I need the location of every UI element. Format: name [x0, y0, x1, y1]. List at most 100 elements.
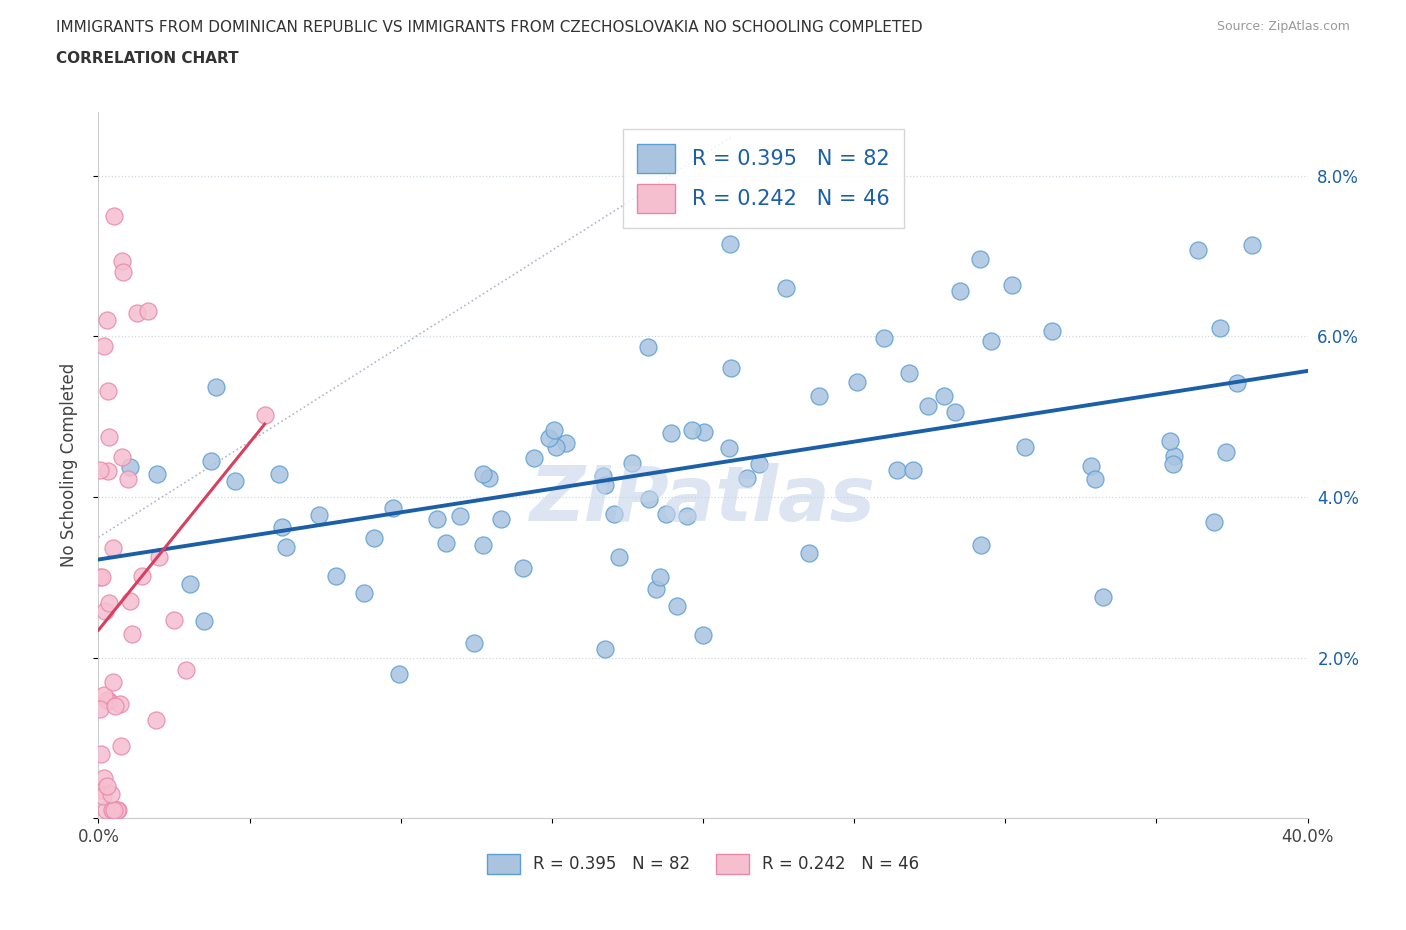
Point: [1163, 449, 1185, 464]
Point: [193, 613, 215, 628]
Point: [1084, 472, 1107, 486]
Point: [90, 569, 112, 584]
Point: [98, 430, 121, 445]
Point: [224, 473, 246, 488]
Point: [136, 303, 159, 318]
Point: [96, 778, 118, 793]
Point: [163, 612, 186, 627]
Point: [382, 500, 405, 515]
Point: [426, 512, 449, 526]
Point: [108, 697, 131, 711]
Point: [491, 512, 513, 526]
Point: [1014, 440, 1036, 455]
Point: [97, 383, 120, 398]
Text: IMMIGRANTS FROM DOMINICAN REPUBLIC VS IMMIGRANTS FROM CZECHOSLOVAKIA NO SCHOOLIN: IMMIGRANTS FROM DOMINICAN REPUBLIC VS IM…: [56, 20, 922, 35]
Point: [949, 284, 972, 299]
Point: [111, 254, 134, 269]
Point: [748, 457, 770, 472]
Point: [1215, 445, 1237, 459]
Point: [145, 712, 167, 727]
Point: [98, 693, 121, 708]
Point: [969, 251, 991, 266]
Point: [537, 431, 560, 445]
Point: [363, 530, 385, 545]
Point: [103, 803, 125, 817]
Point: [693, 425, 716, 440]
Point: [543, 422, 565, 437]
Point: [846, 375, 869, 390]
Point: [718, 441, 741, 456]
Point: [735, 471, 758, 485]
Point: [621, 456, 644, 471]
Legend: R = 0.395   N = 82, R = 0.242   N = 46: R = 0.395 N = 82, R = 0.242 N = 46: [479, 847, 927, 881]
Point: [308, 508, 330, 523]
Point: [96, 313, 118, 328]
Point: [666, 599, 689, 614]
Point: [148, 550, 170, 565]
Point: [637, 339, 659, 354]
Point: [253, 407, 276, 422]
Point: [91, 789, 114, 804]
Point: [89, 702, 111, 717]
Text: ZIPatlas: ZIPatlas: [530, 463, 876, 538]
Point: [1159, 434, 1181, 449]
Point: [103, 208, 125, 223]
Point: [1209, 321, 1232, 336]
Point: [901, 462, 924, 477]
Point: [1204, 515, 1226, 530]
Text: Source: ZipAtlas.com: Source: ZipAtlas.com: [1216, 20, 1350, 33]
Point: [90, 747, 112, 762]
Point: [873, 331, 896, 346]
Point: [472, 467, 495, 482]
Point: [93, 771, 115, 786]
Point: [637, 492, 659, 507]
Point: [274, 539, 297, 554]
Point: [593, 477, 616, 492]
Point: [720, 360, 742, 375]
Point: [94, 803, 117, 817]
Point: [96, 693, 118, 708]
Point: [98, 596, 121, 611]
Point: [943, 405, 966, 419]
Point: [512, 560, 534, 575]
Point: [592, 468, 614, 483]
Point: [91, 783, 114, 798]
Point: [1080, 458, 1102, 473]
Point: [325, 569, 347, 584]
Point: [980, 334, 1002, 349]
Point: [121, 627, 143, 642]
Point: [111, 450, 134, 465]
Point: [932, 389, 955, 404]
Point: [1187, 242, 1209, 257]
Point: [917, 399, 939, 414]
Point: [645, 581, 668, 596]
Point: [89, 463, 111, 478]
Point: [659, 425, 682, 440]
Point: [807, 388, 830, 403]
Point: [1226, 375, 1249, 390]
Point: [111, 265, 134, 280]
Point: [449, 509, 471, 524]
Point: [89, 569, 111, 584]
Point: [523, 451, 546, 466]
Point: [205, 379, 228, 394]
Point: [118, 594, 141, 609]
Point: [174, 662, 197, 677]
Point: [655, 507, 678, 522]
Point: [101, 540, 124, 555]
Point: [269, 467, 291, 482]
Point: [1040, 323, 1063, 338]
Point: [97, 463, 120, 478]
Text: CORRELATION CHART: CORRELATION CHART: [56, 51, 239, 66]
Point: [388, 667, 411, 682]
Point: [93, 339, 115, 353]
Point: [103, 675, 125, 690]
Y-axis label: No Schooling Completed: No Schooling Completed: [59, 363, 77, 567]
Point: [603, 506, 626, 521]
Point: [775, 281, 797, 296]
Point: [104, 698, 127, 713]
Point: [101, 803, 124, 817]
Point: [463, 635, 485, 650]
Point: [681, 422, 703, 437]
Point: [1000, 277, 1022, 292]
